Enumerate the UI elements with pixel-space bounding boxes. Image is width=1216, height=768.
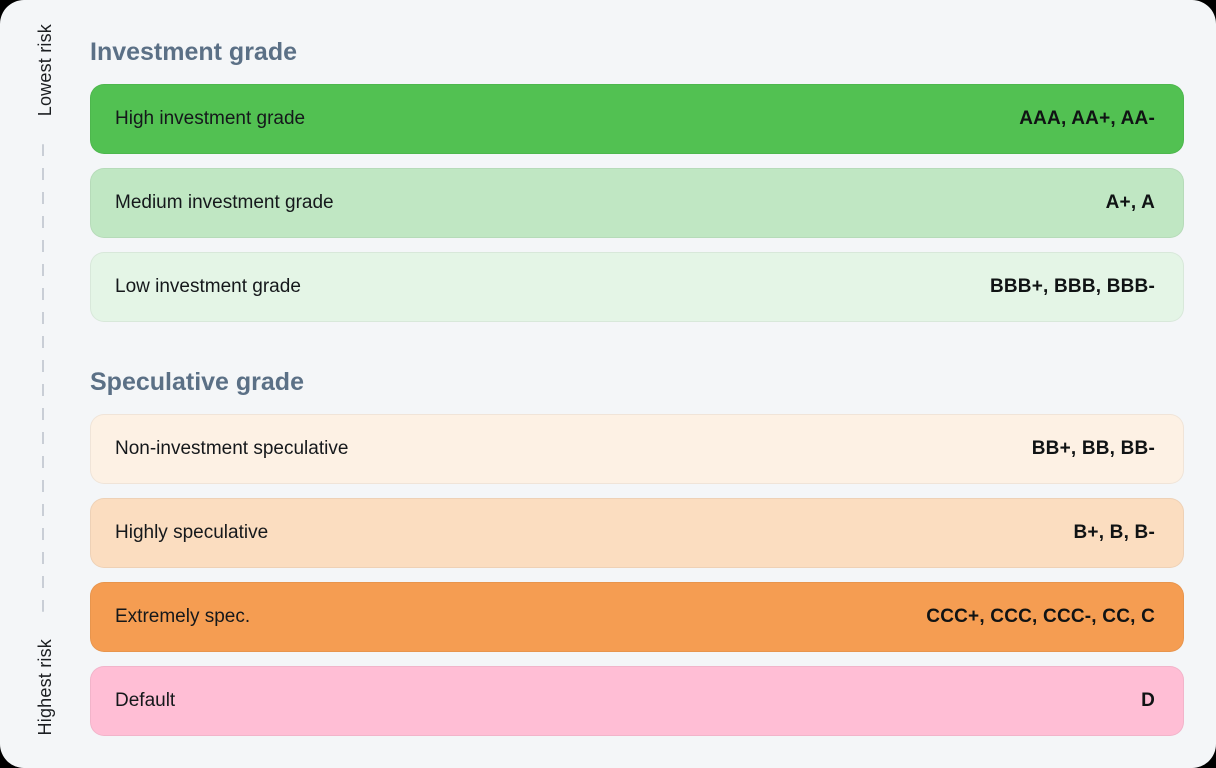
rating-row: High investment grade AAA, AA+, AA- [90,84,1184,154]
rating-row-label: Default [115,690,176,711]
rating-row: Extremely spec. CCC+, CCC, CCC-, CC, C [90,582,1184,652]
rating-row: Medium investment grade A+, A [90,168,1184,238]
risk-axis-dashed-line [42,144,44,612]
rating-section-1: Investment grade High investment grade A… [90,38,1184,322]
risk-axis-bottom-label: Highest risk [35,638,55,735]
rating-section-2: Speculative grade Non-investment specula… [90,368,1184,736]
rating-sections: Investment grade High investment grade A… [90,38,1184,736]
rating-row-codes: B+, B, B- [1073,522,1155,543]
risk-axis: Lowest risk Highest risk [0,0,90,768]
section-rows: High investment grade AAA, AA+, AA- Medi… [90,84,1184,322]
rating-row-codes: A+, A [1105,192,1155,213]
rating-row: Highly speculative B+, B, B- [90,498,1184,568]
rating-row-label: Non-investment speculative [115,438,349,459]
rating-row-label: Extremely spec. [115,606,251,627]
rating-row: Default D [90,666,1184,736]
rating-row-label: Highly speculative [115,522,269,543]
section-title: Speculative grade [90,368,304,396]
rating-row-codes: AAA, AA+, AA- [1019,108,1155,129]
rating-row-label: Low investment grade [115,276,301,297]
rating-row-label: High investment grade [115,108,306,129]
rating-row-codes: BB+, BB, BB- [1031,438,1155,459]
rating-row-codes: D [1141,690,1155,711]
rating-row: Low investment grade BBB+, BBB, BBB- [90,252,1184,322]
rating-row-codes: BBB+, BBB, BBB- [989,276,1155,297]
section-title: Investment grade [90,38,298,66]
rating-row-codes: CCC+, CCC, CCC-, CC, C [926,606,1155,627]
section-rows: Non-investment speculative BB+, BB, BB- … [90,414,1184,736]
rating-row: Non-investment speculative BB+, BB, BB- [90,414,1184,484]
risk-axis-top-label: Lowest risk [35,24,55,117]
rating-row-label: Medium investment grade [115,192,334,213]
